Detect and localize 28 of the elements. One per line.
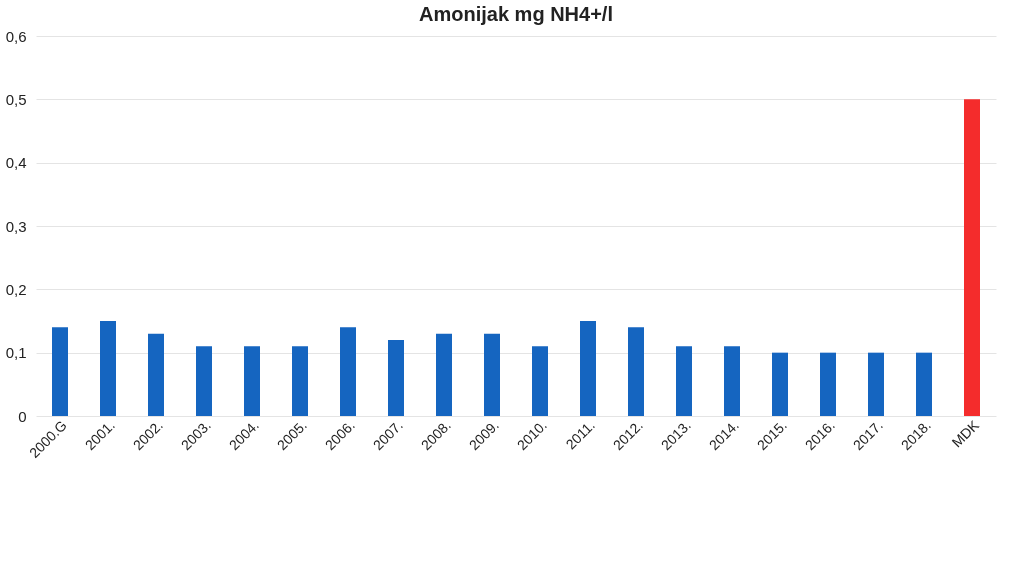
bar <box>244 346 260 416</box>
bar <box>484 333 500 416</box>
bar <box>916 352 932 416</box>
bar <box>532 346 548 416</box>
y-tick-label: 0,2 <box>5 280 27 298</box>
bar <box>196 346 212 416</box>
bar <box>964 99 980 416</box>
bar <box>676 346 692 416</box>
y-tick-label: 0,1 <box>5 344 27 362</box>
bar <box>580 321 596 416</box>
bar <box>148 333 164 416</box>
bar <box>868 352 884 416</box>
bar <box>724 346 740 416</box>
y-tick-label: 0,3 <box>5 217 27 235</box>
bar <box>628 327 644 416</box>
bar <box>820 352 836 416</box>
bar <box>436 333 452 416</box>
y-tick-label: 0 <box>18 407 27 425</box>
bar <box>772 352 788 416</box>
bar <box>292 346 308 416</box>
bar <box>52 327 68 416</box>
y-tick-label: 0,6 <box>5 27 27 45</box>
chart-title: Amonijak mg NH4+/l <box>419 3 613 25</box>
y-tick-label: 0,4 <box>5 154 27 172</box>
bar <box>100 321 116 416</box>
y-tick-label: 0,5 <box>5 90 27 108</box>
bar <box>388 340 404 416</box>
bar <box>340 327 356 416</box>
